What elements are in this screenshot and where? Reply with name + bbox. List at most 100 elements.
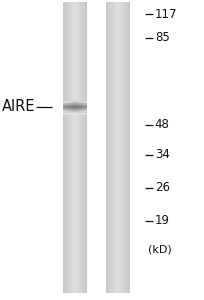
Bar xyxy=(73,105,74,106)
Bar xyxy=(78,101,79,102)
Bar xyxy=(70,2,71,292)
Bar xyxy=(78,108,79,109)
Bar xyxy=(76,103,77,104)
Bar xyxy=(71,110,72,111)
Bar xyxy=(85,2,86,292)
Bar xyxy=(74,2,75,292)
Bar xyxy=(63,112,86,113)
Bar xyxy=(64,103,65,104)
Bar xyxy=(80,101,81,102)
Bar xyxy=(67,101,68,102)
Bar xyxy=(70,103,71,104)
Bar xyxy=(63,112,86,114)
Bar xyxy=(72,102,73,103)
Bar xyxy=(80,109,81,110)
Bar xyxy=(83,101,84,102)
Bar xyxy=(84,103,85,104)
Bar xyxy=(81,109,82,110)
Bar xyxy=(85,102,86,103)
Bar xyxy=(75,110,76,111)
Bar xyxy=(123,2,124,292)
Bar xyxy=(66,102,67,103)
Bar xyxy=(65,110,66,111)
Bar xyxy=(63,113,86,115)
Bar xyxy=(76,2,77,292)
Bar xyxy=(71,108,72,109)
Bar xyxy=(76,107,77,108)
Bar xyxy=(69,2,70,292)
Bar xyxy=(80,110,81,111)
Bar xyxy=(66,108,67,109)
Bar xyxy=(77,105,78,106)
Bar xyxy=(71,105,72,106)
Bar xyxy=(84,105,85,106)
Bar xyxy=(81,2,82,292)
Bar xyxy=(84,108,85,109)
Bar xyxy=(67,110,68,111)
Bar xyxy=(73,109,74,110)
Bar xyxy=(68,110,69,111)
Bar xyxy=(84,102,85,103)
Bar xyxy=(63,112,86,114)
Bar xyxy=(85,104,86,105)
Bar xyxy=(76,108,77,109)
Bar xyxy=(74,103,75,104)
Bar xyxy=(77,110,78,111)
Bar xyxy=(106,2,107,292)
Bar xyxy=(68,109,69,110)
Bar xyxy=(83,111,84,112)
Bar xyxy=(77,2,78,292)
Bar xyxy=(75,101,76,102)
Bar xyxy=(78,109,79,110)
Bar xyxy=(77,101,78,102)
Bar xyxy=(118,2,119,292)
Bar xyxy=(73,111,74,112)
Bar xyxy=(68,102,69,103)
Bar xyxy=(63,113,86,114)
Bar xyxy=(71,106,72,107)
Bar xyxy=(67,108,68,109)
Bar xyxy=(63,112,86,114)
Bar xyxy=(74,107,75,108)
Bar xyxy=(79,109,80,110)
Bar xyxy=(63,112,86,114)
Bar xyxy=(85,111,86,112)
Bar xyxy=(82,106,83,107)
Bar xyxy=(63,113,86,114)
Bar xyxy=(78,2,79,292)
Bar xyxy=(72,107,73,108)
Bar xyxy=(63,103,64,104)
Bar xyxy=(80,103,81,104)
Bar xyxy=(71,101,72,102)
Bar xyxy=(69,108,70,109)
Bar xyxy=(74,102,75,103)
Bar xyxy=(63,112,86,113)
Bar xyxy=(63,112,86,113)
Bar xyxy=(78,104,79,105)
Bar xyxy=(79,101,80,102)
Bar xyxy=(68,106,69,107)
Bar xyxy=(82,109,83,110)
Bar xyxy=(67,107,68,108)
Bar xyxy=(126,2,127,292)
Bar xyxy=(77,107,78,108)
Bar xyxy=(119,2,120,292)
Bar xyxy=(85,109,86,110)
Bar xyxy=(72,101,73,102)
Bar xyxy=(68,101,69,102)
Bar xyxy=(81,111,82,112)
Bar xyxy=(72,108,73,109)
Bar xyxy=(75,105,76,106)
Bar xyxy=(66,110,67,111)
Bar xyxy=(76,106,77,107)
Bar xyxy=(78,106,79,107)
Bar xyxy=(63,104,64,105)
Bar xyxy=(77,106,78,107)
Bar xyxy=(112,2,113,292)
Bar xyxy=(71,104,72,105)
Bar xyxy=(81,110,82,111)
Bar xyxy=(79,106,80,107)
Bar xyxy=(65,111,66,112)
Bar xyxy=(79,2,80,292)
Bar xyxy=(71,102,72,103)
